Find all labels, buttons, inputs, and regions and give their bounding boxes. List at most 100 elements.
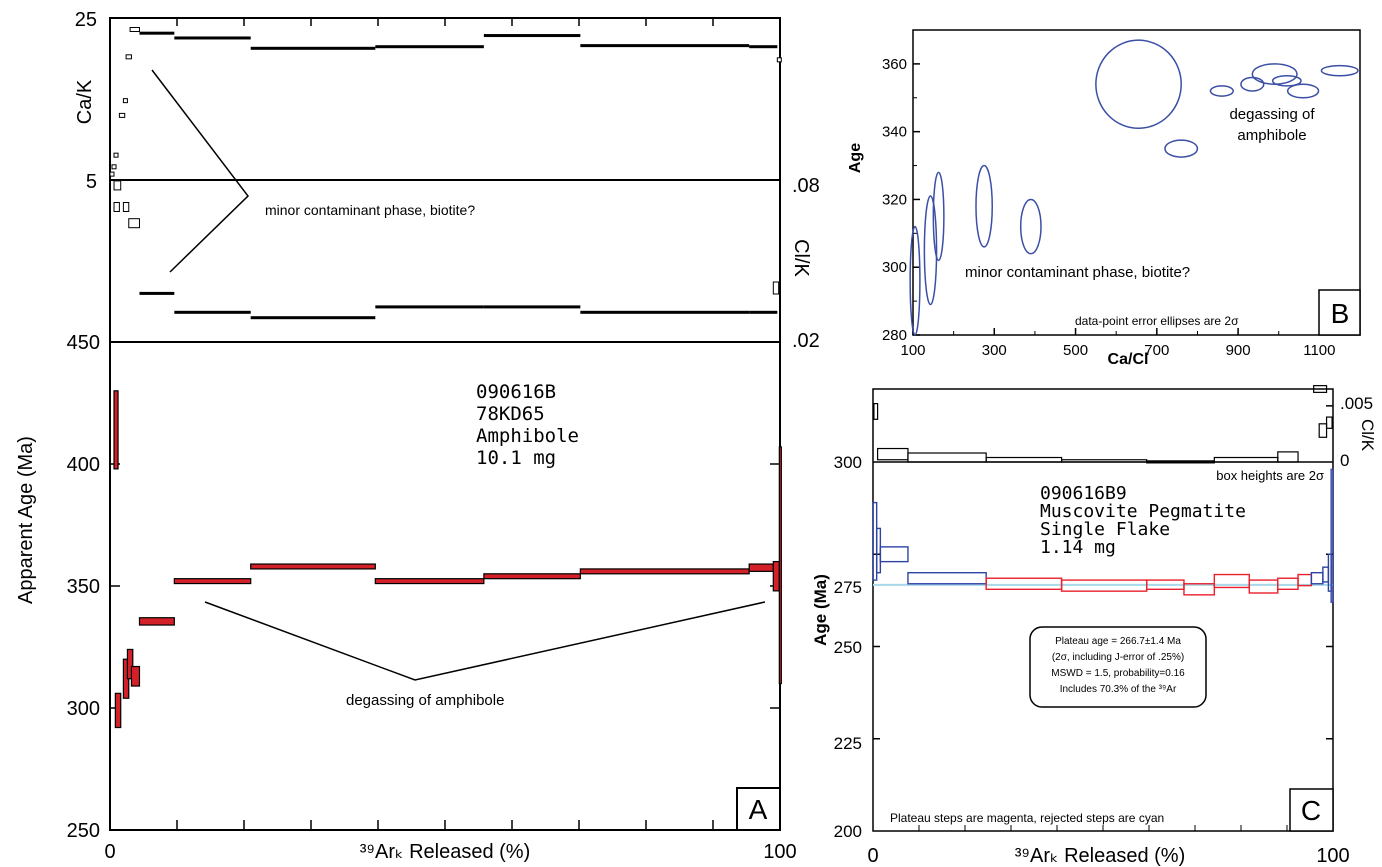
sample-line: Amphibole [476, 425, 579, 447]
age-tick-label-a: 350 [67, 576, 100, 598]
age-step-a [114, 692, 122, 729]
clk-step-c [1313, 385, 1328, 393]
x-tick-label-b: 900 [1226, 342, 1251, 359]
age-step-c [1248, 579, 1279, 594]
panel-a-letter-box [736, 787, 781, 831]
contaminant-pointer [151, 69, 249, 273]
degassing-pointer [204, 601, 766, 681]
x-tick-label: 0 [104, 841, 115, 863]
cak-step [375, 45, 484, 49]
c-clk-tick-label: .005 [1340, 394, 1373, 413]
age-step-a [748, 563, 774, 572]
c-age-tick-label: 300 [834, 453, 862, 472]
panel-a-age-y-ticks: 250 300 350 400 450 [67, 332, 780, 842]
panel-a-letter: A [749, 794, 768, 825]
cak-step [113, 152, 119, 158]
contaminant-annotation-a: minor contaminant phase, biotite? [265, 202, 475, 218]
sample-line: 090616B9 [1040, 483, 1127, 504]
error-ellipse [975, 164, 993, 248]
cak-step [125, 54, 132, 60]
clk-step [580, 310, 750, 314]
c-age-tick-label: 275 [834, 578, 862, 597]
panel-b-ticks: 100 300 500 700 900 1100 280 300 320 340 360 [882, 29, 1335, 359]
y-tick-label-b: 340 [882, 124, 907, 141]
panel-b: 100 300 500 700 900 1100 280 300 320 340 360 degas… [847, 29, 1361, 368]
panel-a-age-steps [113, 390, 782, 729]
age-step-c [1330, 468, 1334, 603]
panel-a-clk-steps [113, 180, 780, 320]
cak-step [118, 112, 126, 118]
cak-step [483, 34, 581, 38]
plateau-box-line: MSWD = 1.5, probability=0.16 [1051, 668, 1185, 679]
panel-c-letter: C [1301, 795, 1321, 826]
panel-a-cak-steps [109, 27, 782, 177]
sample-label-c: 090616B9 Muscovite Pegmatite Single Flak… [1040, 483, 1246, 558]
age-step-c [1277, 577, 1299, 591]
error-ellipse [1164, 139, 1199, 158]
y-tick-label-b: 360 [882, 56, 907, 73]
plateau-box-line: (2σ, including J-error of .25%) [1052, 652, 1184, 663]
plateau-box-line: Includes 70.3% of the ³⁹Ar [1060, 684, 1177, 695]
age-step-a [778, 446, 782, 685]
clk-axis-label: Cl/K [790, 239, 812, 277]
error-ellipse [1320, 64, 1359, 77]
age-axis-label-c: Age (Ma) [811, 574, 830, 646]
clk-step-c [1318, 423, 1328, 438]
panel-c-letter-box [1289, 788, 1334, 832]
age-tick-label-a: 450 [67, 332, 100, 354]
cak-step [580, 44, 750, 48]
age-step-a [130, 665, 141, 687]
clk-step-c [1060, 459, 1148, 463]
error-ellipse [923, 195, 938, 306]
degassing-annotation-b: amphibole [1237, 127, 1306, 144]
panel-b-letter: B [1331, 298, 1350, 329]
panel-c-age-steps [872, 468, 1334, 603]
cak-step [109, 171, 115, 177]
x-axis-label-a: ³⁹Arₖ Released (%) [360, 841, 530, 863]
x-tick-label: 100 [763, 841, 796, 863]
age-tick-label-a: 300 [67, 698, 100, 720]
age-tick-label-a: 250 [67, 820, 100, 842]
age-axis-label-a: Apparent Age (Ma) [15, 436, 37, 604]
age-step-c [907, 572, 987, 585]
panel-a-x-ticks [176, 18, 714, 830]
error-ellipse [1271, 75, 1302, 87]
clk-step-c [907, 452, 987, 463]
error-ellipse [1286, 83, 1320, 99]
clk-step [113, 180, 122, 191]
sample-line: 10.1 mg [476, 447, 556, 469]
x-tick-label: 100 [1316, 845, 1349, 867]
cak-step [776, 57, 782, 63]
error-ellipse [932, 171, 945, 262]
age-step-a [138, 617, 175, 626]
error-ellipse [1240, 76, 1265, 92]
cak-step [139, 31, 175, 35]
age-step-a [113, 390, 119, 470]
sample-line: 090616B [476, 381, 556, 403]
contaminant-annotation-b: minor contaminant phase, biotite? [965, 264, 1190, 281]
panel-b-letter-box [1318, 289, 1361, 336]
cak-step [174, 36, 251, 40]
x-axis-label-b: Ca/Cl [1108, 351, 1149, 368]
sample-line: Single Flake [1040, 519, 1170, 540]
clk-step-c [1277, 451, 1299, 463]
clk-step [113, 202, 120, 212]
sample-line: 78KD65 [476, 403, 545, 425]
cak-step [111, 164, 117, 170]
age-step-a [126, 648, 134, 680]
age-step-c [879, 546, 909, 563]
x-tick-label-b: 100 [900, 342, 925, 359]
plateau-box [1029, 626, 1207, 708]
x-tick-label: 0 [867, 845, 878, 867]
y-axis-label-b: Age [847, 143, 864, 173]
c-age-tick-label: 225 [834, 734, 862, 753]
error-ellipse [1251, 63, 1298, 85]
sample-line: Muscovite Pegmatite [1040, 501, 1246, 522]
c-age-tick-label: 200 [834, 822, 862, 841]
age-step-c [985, 577, 1063, 591]
age-step-a [374, 578, 485, 585]
clk-step-c [876, 447, 909, 461]
panel-b-ellipses [909, 39, 1359, 336]
x-tick-label-b: 500 [1063, 342, 1088, 359]
